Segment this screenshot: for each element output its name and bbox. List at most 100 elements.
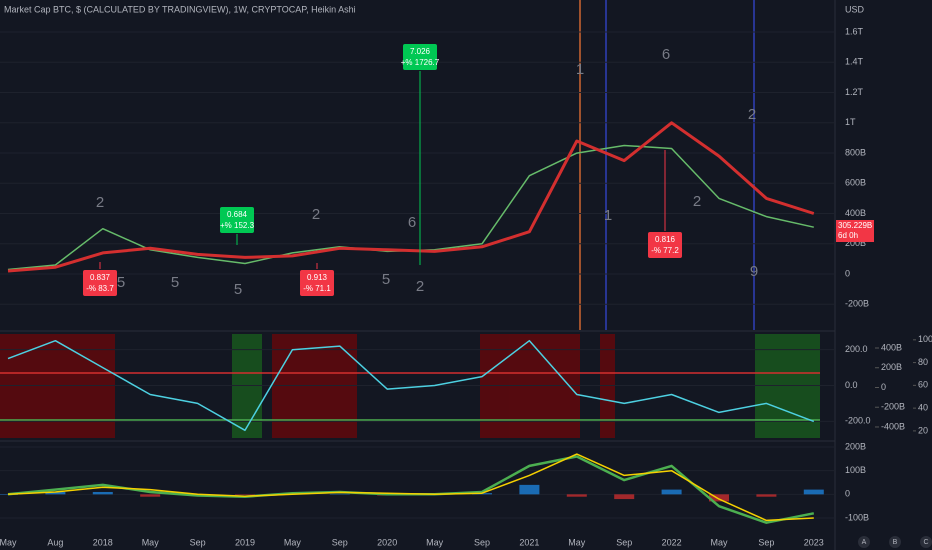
x-tick-label: 2023 xyxy=(804,537,824,547)
wave-label: 2 xyxy=(748,106,756,123)
x-tick-label: 2018 xyxy=(93,537,113,547)
histogram-bar xyxy=(92,491,113,495)
toolbar-label: A xyxy=(862,539,867,546)
wave-label: 2 xyxy=(416,278,424,295)
wave-label: 5 xyxy=(117,274,125,291)
annotation-box xyxy=(403,44,437,70)
x-tick-label: Sep xyxy=(616,537,632,547)
toolbar-label: C xyxy=(923,539,928,546)
wave-label: 6 xyxy=(408,214,416,231)
y2-tick-label: 400B xyxy=(881,342,902,352)
y-tick-label: 600B xyxy=(845,178,866,188)
wave-label: 2 xyxy=(96,194,104,211)
x-tick-label: May xyxy=(0,537,17,547)
price-tag xyxy=(836,220,874,242)
series-line xyxy=(7,339,815,432)
y2-tick-label: 200B xyxy=(881,362,902,372)
y-tick-label: 200B xyxy=(845,238,866,248)
annotation-change: -% 71.1 xyxy=(303,284,331,293)
x-tick-label: 2019 xyxy=(235,537,255,547)
price-tag-countdown: 6d 0h xyxy=(838,231,858,240)
y3-tick-label: 40 xyxy=(918,403,928,413)
y-tick-label: 0 xyxy=(845,489,850,499)
y-tick-label: 0.0 xyxy=(845,380,858,390)
x-tick-label: 2022 xyxy=(662,537,682,547)
x-tick-label: May xyxy=(426,537,444,547)
x-tick-label: 2020 xyxy=(377,537,397,547)
annotation-price: 0.816 xyxy=(655,235,676,244)
x-tick-label: Sep xyxy=(758,537,774,547)
annotation-change: +% 152.3 xyxy=(220,221,255,230)
x-tick-label: Aug xyxy=(47,537,63,547)
series-line xyxy=(7,453,814,522)
y3-tick-label: 20 xyxy=(918,425,928,435)
x-tick-label: May xyxy=(568,537,586,547)
chart-title: Market Cap BTC, $ (CALCULATED BY TRADING… xyxy=(4,4,356,14)
wave-label: 2 xyxy=(312,206,320,223)
y2-tick-label: -200B xyxy=(881,402,905,412)
y2-tick-label: 0 xyxy=(881,382,886,392)
toolbar-icon[interactable] xyxy=(920,536,932,548)
x-tick-label: Sep xyxy=(190,537,206,547)
histogram-bar xyxy=(661,489,682,495)
wave-label: 2 xyxy=(693,193,701,210)
x-tick-label: May xyxy=(284,537,302,547)
wave-label: 1 xyxy=(604,207,612,224)
annotation-price: 0.913 xyxy=(307,273,328,282)
x-tick-label: 2021 xyxy=(519,537,539,547)
histogram-bar xyxy=(235,494,255,495)
histogram-bar xyxy=(519,484,540,495)
annotation-price: 0.684 xyxy=(227,210,248,219)
y-tick-label: 1.6T xyxy=(845,26,864,36)
annotation-box xyxy=(648,232,682,258)
y-tick-label: 1T xyxy=(845,117,856,127)
y3-tick-label: 80 xyxy=(918,357,928,367)
annotation-price: 7.026 xyxy=(410,47,431,56)
y3-tick-label: 100 xyxy=(918,334,932,344)
annotation-change: -% 77.2 xyxy=(651,246,679,255)
y-tick-label: 1.2T xyxy=(845,87,864,97)
x-tick-label: Sep xyxy=(474,537,490,547)
y2-tick-label: -400B xyxy=(881,421,905,431)
histogram-bar xyxy=(709,494,729,502)
histogram-bar xyxy=(140,494,161,497)
histogram-bar xyxy=(329,493,350,495)
x-tick-label: May xyxy=(710,537,728,547)
y-tick-label: -200.0 xyxy=(845,416,871,426)
x-tick-label: May xyxy=(142,537,160,547)
y-tick-label: 1.4T xyxy=(845,57,864,67)
axis-unit: USD xyxy=(845,4,865,14)
y-tick-label: -200B xyxy=(845,299,869,309)
y3-tick-label: 60 xyxy=(918,380,928,390)
y-tick-label: 200.0 xyxy=(845,344,868,354)
histogram-bar xyxy=(803,489,824,495)
y-tick-label: 0 xyxy=(845,268,850,278)
histogram-bar xyxy=(45,491,66,495)
wave-label: 9 xyxy=(750,263,758,280)
y-tick-label: 200B xyxy=(845,441,866,451)
histogram-bar xyxy=(566,494,587,497)
toolbar-label: B xyxy=(893,539,898,546)
series-line xyxy=(7,121,815,273)
annotation-change: +% 1726.7 xyxy=(401,58,440,67)
toolbar-icon[interactable] xyxy=(858,536,870,548)
y-tick-label: 400B xyxy=(845,208,866,218)
wave-label: 1 xyxy=(576,61,584,78)
annotation-box xyxy=(300,270,334,296)
histogram-bar xyxy=(614,494,635,500)
y-tick-label: 800B xyxy=(845,147,866,157)
price-tag-value: 305.229B xyxy=(838,221,872,230)
annotation-box xyxy=(220,207,254,233)
wave-label: 5 xyxy=(234,281,242,298)
y-tick-label: -100B xyxy=(845,512,869,522)
wave-label: 5 xyxy=(382,271,390,288)
annotation-change: -% 83.7 xyxy=(86,284,114,293)
wave-label: 6 xyxy=(662,46,670,63)
annotation-price: 0.837 xyxy=(90,273,111,282)
wave-label: 5 xyxy=(171,274,179,291)
y-tick-label: 100B xyxy=(845,465,866,475)
toolbar-icon[interactable] xyxy=(889,536,901,548)
x-tick-label: Sep xyxy=(332,537,348,547)
